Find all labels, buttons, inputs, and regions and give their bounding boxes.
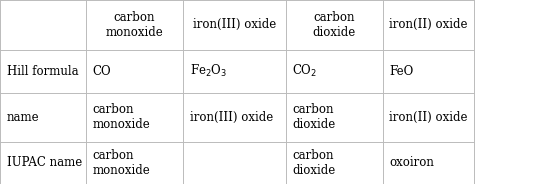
Text: carbon
monoxide: carbon monoxide bbox=[106, 11, 164, 39]
Text: carbon
dioxide: carbon dioxide bbox=[292, 103, 335, 131]
Text: IUPAC name: IUPAC name bbox=[7, 156, 82, 169]
Text: iron(III) oxide: iron(III) oxide bbox=[190, 111, 273, 124]
Text: iron(III) oxide: iron(III) oxide bbox=[193, 18, 276, 31]
Text: Fe$_2$O$_3$: Fe$_2$O$_3$ bbox=[190, 63, 227, 79]
Text: iron(II) oxide: iron(II) oxide bbox=[389, 111, 468, 124]
Text: CO: CO bbox=[93, 65, 111, 78]
Text: carbon
dioxide: carbon dioxide bbox=[312, 11, 356, 39]
Text: iron(II) oxide: iron(II) oxide bbox=[389, 18, 468, 31]
Text: FeO: FeO bbox=[389, 65, 413, 78]
Text: carbon
dioxide: carbon dioxide bbox=[292, 149, 335, 177]
Text: carbon
monoxide: carbon monoxide bbox=[93, 103, 150, 131]
Text: oxoiron: oxoiron bbox=[389, 156, 434, 169]
Text: carbon
monoxide: carbon monoxide bbox=[93, 149, 150, 177]
Text: Hill formula: Hill formula bbox=[7, 65, 78, 78]
Text: name: name bbox=[7, 111, 39, 124]
Text: CO$_2$: CO$_2$ bbox=[292, 63, 317, 79]
